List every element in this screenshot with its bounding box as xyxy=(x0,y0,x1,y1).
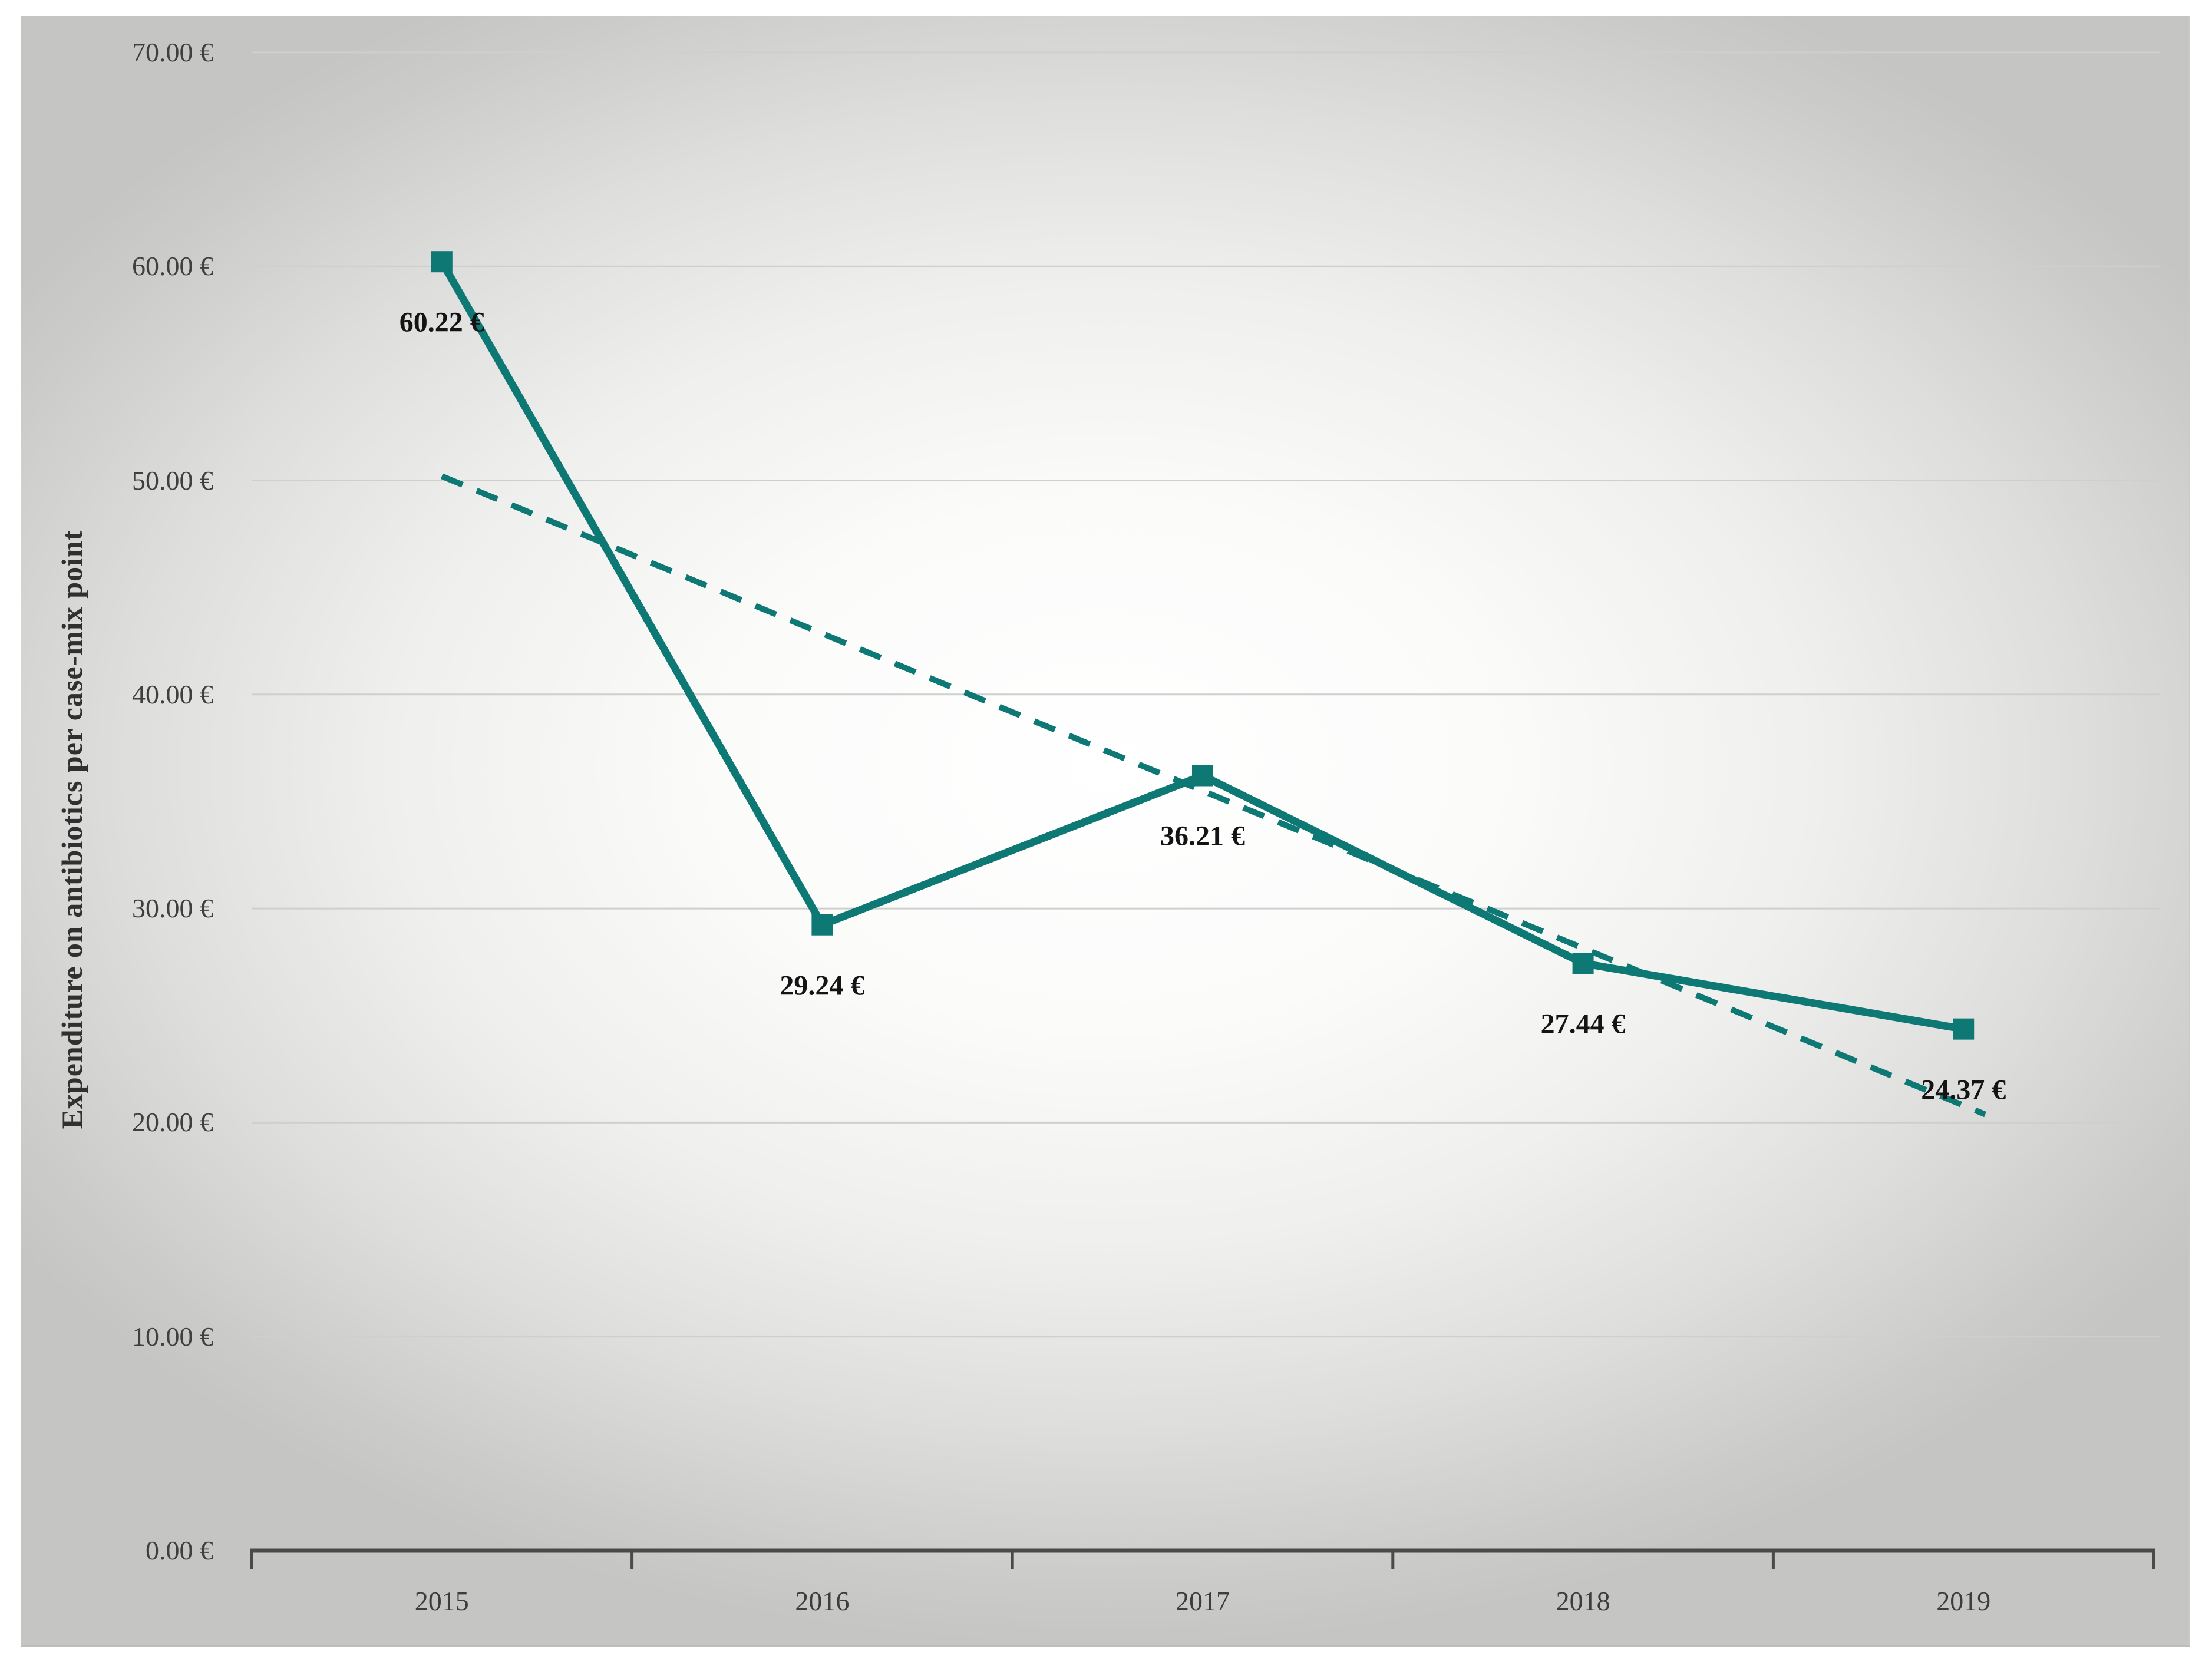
y-tick-label: 30.00 € xyxy=(132,893,213,924)
x-tick-label: 2018 xyxy=(1556,1586,1610,1616)
data-label: 27.44 € xyxy=(1540,1008,1626,1040)
y-axis-title: Expenditure on antibiotics per case-mix … xyxy=(55,530,88,1129)
x-tick-label: 2019 xyxy=(1936,1586,1991,1616)
data-label: 29.24 € xyxy=(780,970,865,1002)
y-tick-label: 40.00 € xyxy=(132,679,213,709)
x-tick-label: 2015 xyxy=(414,1586,469,1616)
trendline xyxy=(440,473,1987,1118)
y-tick-label: 70.00 € xyxy=(132,37,213,67)
data-label: 24.37 € xyxy=(1921,1074,2006,1106)
y-tick-label: 0.00 € xyxy=(146,1535,213,1565)
series-line xyxy=(438,259,1965,1033)
data-label: 36.21 € xyxy=(1160,820,1245,852)
data-point-marker xyxy=(1953,1018,1975,1040)
y-tick-label: 60.00 € xyxy=(132,251,213,282)
data-point-marker xyxy=(1192,765,1213,787)
data-point-marker xyxy=(811,914,833,936)
data-point-marker xyxy=(1572,953,1594,974)
x-tick-label: 2017 xyxy=(1176,1586,1230,1616)
chart-background xyxy=(21,16,2190,1647)
y-tick-label: 20.00 € xyxy=(132,1107,213,1138)
y-tick-label: 10.00 € xyxy=(132,1321,213,1352)
data-point-marker xyxy=(431,251,453,273)
x-tick-label: 2016 xyxy=(795,1586,850,1616)
data-label: 60.22 € xyxy=(399,306,484,338)
y-tick-label: 50.00 € xyxy=(132,465,213,495)
